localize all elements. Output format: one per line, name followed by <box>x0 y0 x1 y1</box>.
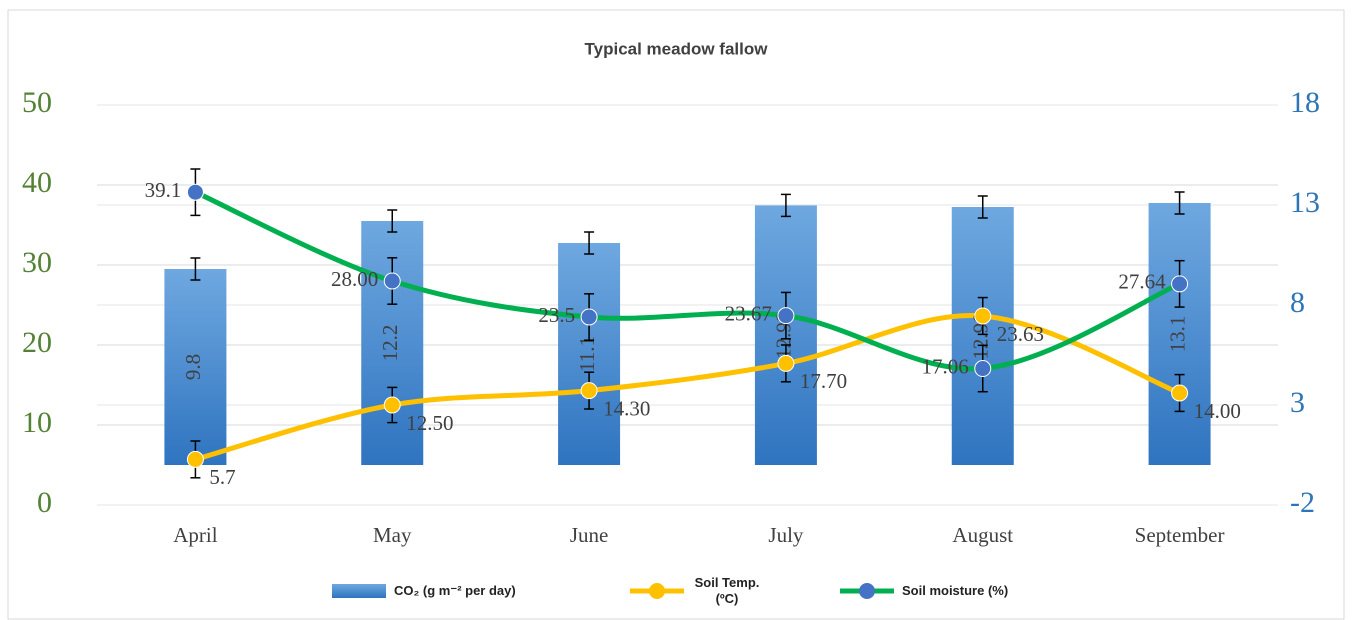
bar-value-label: 9.8 <box>181 354 205 380</box>
error-bar <box>584 231 595 255</box>
x-tick-label: September <box>1135 523 1225 547</box>
error-bar <box>190 257 201 281</box>
legend-label: Soil Temp. (ºC) <box>694 575 760 606</box>
marker <box>974 360 992 378</box>
marker <box>974 307 992 325</box>
line <box>194 189 1181 372</box>
marker <box>186 450 204 468</box>
legend-label: CO₂ (g m⁻² per day) <box>394 583 516 598</box>
y2-tick-label: 3 <box>1290 386 1305 419</box>
legend-text: Soil Temp. (ºC) <box>694 575 760 606</box>
bar <box>951 207 1014 465</box>
legend-text: Soil moisture (%) <box>902 583 1009 598</box>
line <box>194 313 1181 462</box>
legend-marker <box>859 583 875 599</box>
marker <box>383 272 401 290</box>
error-bar <box>387 209 398 233</box>
marker <box>777 354 795 372</box>
y2-tick-label: 18 <box>1290 86 1320 119</box>
legend-marker <box>649 583 665 599</box>
chart-title: Typical meadow fallow <box>585 39 769 58</box>
line-value-label: 14.30 <box>603 396 650 420</box>
x-tick-label: April <box>173 523 217 547</box>
line-value-label: 23.67 <box>725 301 772 325</box>
y-tick-label: 10 <box>22 406 52 439</box>
marker <box>383 396 401 414</box>
error-bar <box>1174 191 1185 215</box>
x-tick-label: August <box>952 523 1013 547</box>
bar <box>558 243 621 465</box>
error-bar <box>780 193 791 218</box>
y-tick-label: 0 <box>37 486 52 519</box>
marker <box>777 307 795 325</box>
line-value-label: 27.64 <box>1118 270 1166 294</box>
legend-label: Soil moisture (%) <box>902 583 1009 598</box>
line-value-label: 5.7 <box>209 465 235 489</box>
y2-tick-label: -2 <box>1290 486 1315 519</box>
marker <box>580 308 598 326</box>
y2-tick-label: 8 <box>1290 286 1305 319</box>
line-value-label: 14.00 <box>1194 399 1241 423</box>
x-tick-label: May <box>373 523 412 547</box>
bar-value-label: 11.1 <box>575 336 599 372</box>
line-value-label: 28.00 <box>331 267 378 291</box>
y-tick-label: 50 <box>22 86 52 119</box>
marker <box>580 382 598 400</box>
marker <box>1171 384 1189 402</box>
x-tick-label: June <box>570 523 609 547</box>
legend-text: CO₂ (g m⁻² per day) <box>394 583 516 598</box>
y-tick-label: 20 <box>22 326 52 359</box>
bar-value-label: 12.2 <box>378 325 402 362</box>
line-value-label: 39.1 <box>145 178 182 202</box>
marker <box>186 183 204 201</box>
line-value-label: 17.70 <box>800 369 847 393</box>
y-tick-label: 40 <box>22 166 52 199</box>
bar <box>164 269 227 465</box>
error-bar <box>977 195 988 219</box>
marker <box>1171 275 1189 293</box>
line-value-label: 23.63 <box>997 322 1044 346</box>
bar <box>1148 203 1211 465</box>
chart-border <box>7 9 1345 620</box>
legend-swatch <box>332 584 386 598</box>
y-tick-label: 30 <box>22 246 52 279</box>
y2-tick-label: 13 <box>1290 186 1320 219</box>
line-value-label: 12.50 <box>406 411 453 435</box>
line-value-label: 17.06 <box>922 354 969 378</box>
line-value-label: 23.5 <box>538 303 575 327</box>
x-tick-label: July <box>768 523 804 547</box>
bar-value-label: 13.1 <box>1165 316 1189 353</box>
